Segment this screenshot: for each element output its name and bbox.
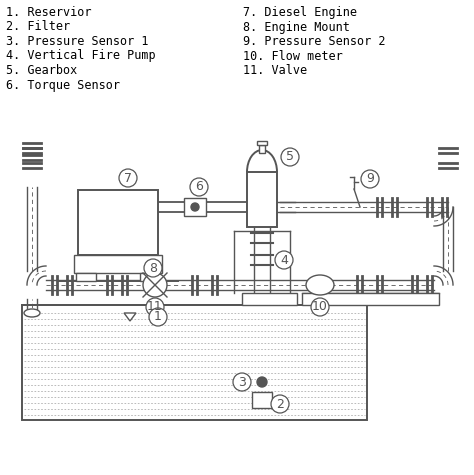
- Bar: [247, 172, 277, 227]
- Bar: [242, 293, 297, 305]
- Text: 4. Vertical Fire Pump: 4. Vertical Fire Pump: [6, 49, 155, 63]
- Circle shape: [146, 298, 164, 316]
- Text: 10. Flow meter: 10. Flow meter: [243, 49, 343, 63]
- Circle shape: [361, 170, 379, 188]
- Text: 8. Engine Mount: 8. Engine Mount: [243, 20, 350, 34]
- Circle shape: [233, 373, 251, 391]
- Text: 10: 10: [312, 301, 328, 314]
- Ellipse shape: [306, 275, 334, 295]
- Bar: [252, 392, 272, 408]
- Bar: [140, 273, 160, 281]
- Text: 6: 6: [195, 180, 203, 193]
- Bar: [257, 141, 267, 145]
- Ellipse shape: [24, 309, 40, 317]
- Bar: [76, 273, 96, 281]
- Circle shape: [143, 273, 167, 297]
- Bar: [184, 198, 206, 216]
- Text: 9: 9: [366, 172, 374, 186]
- Circle shape: [271, 395, 289, 413]
- Circle shape: [257, 377, 267, 387]
- Text: 5. Gearbox: 5. Gearbox: [6, 64, 77, 77]
- Bar: [78, 190, 158, 255]
- Text: 2. Filter: 2. Filter: [6, 20, 70, 34]
- Text: 4: 4: [280, 254, 288, 266]
- Bar: [74, 255, 162, 273]
- Polygon shape: [124, 313, 136, 321]
- Text: 7. Diesel Engine: 7. Diesel Engine: [243, 6, 357, 19]
- Text: 5: 5: [286, 151, 294, 163]
- Text: 3: 3: [238, 376, 246, 389]
- Circle shape: [311, 298, 329, 316]
- Circle shape: [149, 308, 167, 326]
- Text: 7: 7: [124, 171, 132, 184]
- Circle shape: [191, 203, 199, 211]
- Text: 2: 2: [276, 398, 284, 410]
- Text: 1. Reservior: 1. Reservior: [6, 6, 91, 19]
- Text: 9. Pressure Sensor 2: 9. Pressure Sensor 2: [243, 35, 385, 48]
- Text: 1: 1: [154, 311, 162, 323]
- Circle shape: [281, 148, 299, 166]
- Text: 3. Pressure Sensor 1: 3. Pressure Sensor 1: [6, 35, 148, 48]
- Circle shape: [144, 259, 162, 277]
- Circle shape: [275, 251, 293, 269]
- Circle shape: [119, 169, 137, 187]
- Bar: [259, 145, 265, 153]
- Text: 6. Torque Sensor: 6. Torque Sensor: [6, 78, 120, 92]
- Text: 11: 11: [147, 301, 163, 314]
- Circle shape: [190, 178, 208, 196]
- Text: 11. Valve: 11. Valve: [243, 64, 307, 77]
- Text: 8: 8: [149, 262, 157, 275]
- Bar: [302, 293, 439, 305]
- Bar: [22, 305, 367, 420]
